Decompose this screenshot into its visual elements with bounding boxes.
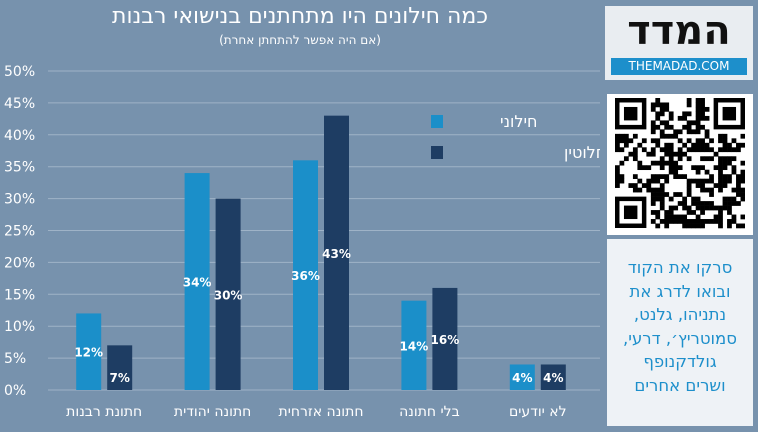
- bar-dark: [432, 287, 458, 390]
- chart-title: כמה חילונים היו מתחתנים בנישואי רבנות: [112, 4, 488, 29]
- data-label: 7%: [110, 371, 130, 385]
- legend-label: חילוני לחלוטין: [564, 143, 600, 162]
- data-label: 43%: [322, 247, 351, 261]
- data-label: 4%: [512, 371, 532, 385]
- y-tick-label: 5%: [4, 351, 26, 367]
- data-label: 30%: [214, 288, 243, 302]
- logo-url: THEMADAD.COM: [611, 58, 747, 75]
- y-tick-label: 40%: [4, 128, 35, 144]
- bar-light: [293, 160, 318, 390]
- chart-subtitle: (אם היה אפשר להתחתן אחרת): [219, 33, 381, 47]
- cta-line: גולדקנופף: [643, 352, 717, 371]
- bar-light: [401, 300, 427, 390]
- bar-dark: [107, 345, 133, 390]
- cta-line: נתניהו, גלנט,: [633, 305, 727, 324]
- x-tick-label: לא יודעים: [509, 404, 567, 420]
- themadad-logo: המדד THEMADAD.COM: [605, 6, 753, 80]
- cta-line: ושרים אחרים: [634, 375, 726, 395]
- qr-code-icon[interactable]: [615, 98, 745, 231]
- y-tick-label: 30%: [4, 192, 35, 208]
- cta-line: ובואו לדרג את: [629, 281, 731, 301]
- data-label: 36%: [291, 269, 320, 283]
- y-tick-label: 35%: [4, 160, 35, 176]
- bar-light: [184, 173, 210, 390]
- x-tick-label: חתונה יהודית: [174, 404, 251, 420]
- data-label: 14%: [400, 339, 429, 353]
- call-to-action: סרקו את הקוד ובואו לדרג את נתניהו, גלנט,…: [607, 239, 753, 426]
- data-label: 16%: [431, 333, 460, 347]
- data-label: 12%: [74, 346, 103, 360]
- x-tick-label: חתונה אזרחית: [279, 404, 364, 420]
- data-label: 34%: [183, 276, 212, 290]
- logo-text: המדד: [627, 8, 731, 54]
- y-tick-label: 0%: [4, 383, 26, 399]
- bar-light: [509, 364, 535, 390]
- cta-line: סרקו את הקוד: [627, 258, 733, 277]
- qr-code-box[interactable]: [607, 94, 753, 235]
- bar-dark: [324, 115, 349, 390]
- bar-chart: 0% 5% 10% 15% 20% 25% 30% 35% 40% 45% 50% 12% 7% חתונ…: [4, 64, 600, 420]
- y-tick-label: 25%: [4, 224, 35, 240]
- data-label: 4%: [543, 371, 563, 385]
- cta-line: סמוטריץ׳, דרעי,: [623, 328, 737, 348]
- legend-label: חילוני: [500, 112, 537, 131]
- bar-dark: [540, 364, 566, 390]
- bar-light: [76, 313, 102, 390]
- bar-dark: [215, 198, 241, 390]
- y-tick-label: 10%: [4, 319, 35, 335]
- x-tick-label: חתונת רבנות: [66, 404, 142, 420]
- y-tick-label: 15%: [4, 287, 35, 303]
- legend-swatch: [431, 115, 443, 128]
- y-tick-label: 45%: [4, 96, 35, 112]
- x-tick-label: בלי חתונה: [399, 404, 460, 420]
- y-tick-label: 50%: [4, 64, 35, 80]
- y-tick-label: 20%: [4, 255, 35, 271]
- legend-swatch: [431, 146, 443, 159]
